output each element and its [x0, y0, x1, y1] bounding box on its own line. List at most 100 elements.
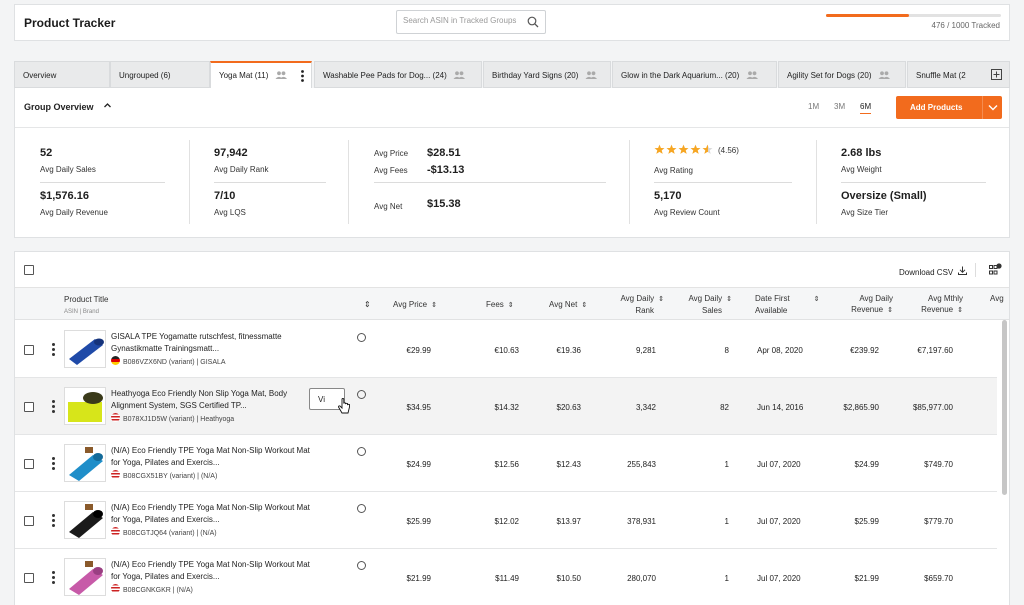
- sort-icon[interactable]: ⇕: [364, 300, 371, 309]
- asin-brand: B086VZX6ND (variant) | GISALA: [123, 359, 226, 366]
- cell-net: $13.97: [556, 517, 581, 526]
- cell-fees: $12.02: [494, 517, 519, 526]
- tracked-progress-fill: [826, 14, 910, 17]
- cell-net: €19.36: [556, 346, 581, 355]
- column-settings-icon[interactable]: [975, 263, 1002, 277]
- page-title: Product Tracker: [24, 16, 116, 30]
- cell-daily-revenue: $24.99: [854, 460, 879, 469]
- avg-size-tier-value: Oversize (Small): [841, 190, 927, 202]
- sort-icon: ⇕: [658, 296, 664, 303]
- range-1m[interactable]: 1M: [808, 102, 820, 111]
- add-products-button[interactable]: Add Products: [896, 96, 1002, 119]
- sort-icon: ⇕: [957, 307, 963, 314]
- product-title[interactable]: (N/A) Eco Friendly TPE Yoga Mat Non-Slip…: [111, 560, 310, 581]
- table-row[interactable]: (N/A) Eco Friendly TPE Yoga Mat Non-Slip…: [15, 435, 997, 492]
- product-title[interactable]: (N/A) Eco Friendly TPE Yoga Mat Non-Slip…: [111, 503, 310, 524]
- cell-daily-revenue: $21.99: [854, 574, 879, 583]
- row-menu-icon[interactable]: [52, 400, 55, 415]
- group-overview-panel: Group Overview 1M 3M 6M Add Products 52 …: [14, 88, 1010, 238]
- product-thumbnail: [64, 387, 106, 425]
- add-tab-icon[interactable]: [991, 69, 1002, 82]
- search-box[interactable]: [396, 10, 546, 34]
- row-checkbox[interactable]: [24, 402, 34, 412]
- col-product-title[interactable]: Product Title ASIN | Brand: [64, 294, 108, 318]
- row-menu-icon[interactable]: [52, 571, 55, 586]
- tab-glow-aquarium[interactable]: Glow in the Dark Aquarium... (20): [612, 61, 777, 88]
- avg-net-value: $15.38: [427, 198, 461, 210]
- download-csv-button[interactable]: Download CSV: [899, 266, 968, 277]
- range-3m[interactable]: 3M: [834, 102, 846, 111]
- select-all-checkbox[interactable]: [24, 265, 34, 275]
- overview-title: Group Overview: [24, 102, 94, 112]
- col-date-first-available[interactable]: Date First ⇕ Available: [755, 293, 820, 316]
- row-checkbox[interactable]: [24, 516, 34, 526]
- range-6m[interactable]: 6M: [860, 102, 872, 114]
- search-icon[interactable]: [527, 16, 539, 30]
- table-row[interactable]: (N/A) Eco Friendly TPE Yoga Mat Non-Slip…: [15, 492, 997, 549]
- cell-sales: 1: [724, 517, 729, 526]
- asin-brand: B08CGTJQ64 (variant) | (N/A): [123, 530, 217, 537]
- privacy-icon: [357, 333, 366, 342]
- product-table: Download CSV Product Title ASIN | Brand …: [14, 251, 1010, 605]
- cell-date: Jul 07, 2020: [757, 517, 801, 526]
- flag-us-icon: [111, 470, 120, 479]
- group-tabs: Overview Ungrouped (6) Yoga Mat (11) Was…: [14, 61, 1010, 89]
- col-avg-price[interactable]: Avg Price ⇕: [393, 299, 437, 311]
- tab-overview[interactable]: Overview: [14, 61, 110, 88]
- table-row[interactable]: Heathyoga Eco Friendly Non Slip Yoga Mat…: [15, 378, 997, 435]
- tab-ungrouped[interactable]: Ungrouped (6): [110, 61, 210, 88]
- cell-daily-revenue: $2,865.90: [843, 403, 879, 412]
- privacy-icon: [357, 561, 366, 570]
- tab-washable-pee-pads[interactable]: Washable Pee Pads for Dog... (24): [314, 61, 482, 88]
- row-menu-icon[interactable]: [52, 343, 55, 358]
- product-title[interactable]: (N/A) Eco Friendly TPE Yoga Mat Non-Slip…: [111, 446, 310, 467]
- product-title[interactable]: GISALA TPE Yogamatte rutschfest, fitness…: [111, 332, 282, 353]
- row-checkbox[interactable]: [24, 345, 34, 355]
- cell-rank: 378,931: [627, 517, 656, 526]
- tab-snuffle-mat[interactable]: Snuffle Mat (2: [907, 61, 1010, 88]
- product-title[interactable]: Heathyoga Eco Friendly Non Slip Yoga Mat…: [111, 389, 288, 410]
- col-avg-more[interactable]: Avg: [990, 294, 1004, 303]
- table-scrollbar[interactable]: [1002, 320, 1007, 495]
- product-meta: B086VZX6ND (variant) | GISALA: [111, 356, 226, 366]
- product-meta: B08CGNKGKR | (N/A): [111, 584, 193, 594]
- row-checkbox[interactable]: [24, 573, 34, 583]
- cell-rank: 280,070: [627, 574, 656, 583]
- tab-menu-icon[interactable]: [301, 70, 304, 84]
- cell-fees: $11.49: [495, 574, 519, 583]
- product-thumbnail: [64, 558, 106, 596]
- tab-birthday-yard-signs[interactable]: Birthday Yard Signs (20): [483, 61, 611, 88]
- divider: [214, 182, 326, 183]
- col-avg-net[interactable]: Avg Net ⇕: [549, 299, 587, 311]
- cell-net: $12.43: [556, 460, 581, 469]
- chevron-down-icon[interactable]: [982, 96, 1002, 119]
- star-icon: [690, 144, 701, 154]
- table-row[interactable]: GISALA TPE Yogamatte rutschfest, fitness…: [15, 321, 997, 378]
- avg-daily-rank-value: 97,942: [214, 147, 248, 159]
- search-input[interactable]: [403, 16, 523, 25]
- col-avg-daily-revenue[interactable]: Avg Daily Revenue ⇕: [833, 293, 893, 316]
- table-row[interactable]: (N/A) Eco Friendly TPE Yoga Mat Non-Slip…: [15, 549, 997, 605]
- tab-label: Agility Set for Dogs (20): [787, 71, 872, 81]
- col-avg-mthly-revenue[interactable]: Avg Mthly Revenue ⇕: [903, 293, 963, 316]
- col-avg-daily-rank[interactable]: Avg Daily ⇕ Rank: [614, 293, 664, 316]
- tab-agility-set[interactable]: Agility Set for Dogs (20): [778, 61, 906, 88]
- row-checkbox[interactable]: [24, 459, 34, 469]
- row-menu-icon[interactable]: [52, 457, 55, 472]
- col-label: Product Title: [64, 295, 109, 304]
- tab-yoga-mat[interactable]: Yoga Mat (11): [210, 61, 312, 89]
- avg-weight-label: Avg Weight: [841, 165, 882, 174]
- col-avg-daily-sales[interactable]: Avg Daily ⇕ Sales: [682, 293, 732, 316]
- chevron-up-icon[interactable]: [103, 101, 112, 112]
- col-label: Avg Price: [393, 300, 428, 309]
- group-icon: [453, 71, 465, 81]
- tracked-progress-bar: [826, 14, 1001, 17]
- avg-daily-rank-label: Avg Daily Rank: [214, 165, 269, 174]
- view-button[interactable]: Vi: [309, 388, 345, 410]
- cell-sales: 8: [724, 346, 729, 355]
- cell-rank: 9,281: [635, 346, 656, 355]
- col-fees[interactable]: Fees ⇕: [486, 299, 514, 311]
- row-menu-icon[interactable]: [52, 514, 55, 529]
- sort-icon: ⇕: [507, 302, 514, 309]
- tracked-count: 476 / 1000 Tracked: [931, 21, 1001, 30]
